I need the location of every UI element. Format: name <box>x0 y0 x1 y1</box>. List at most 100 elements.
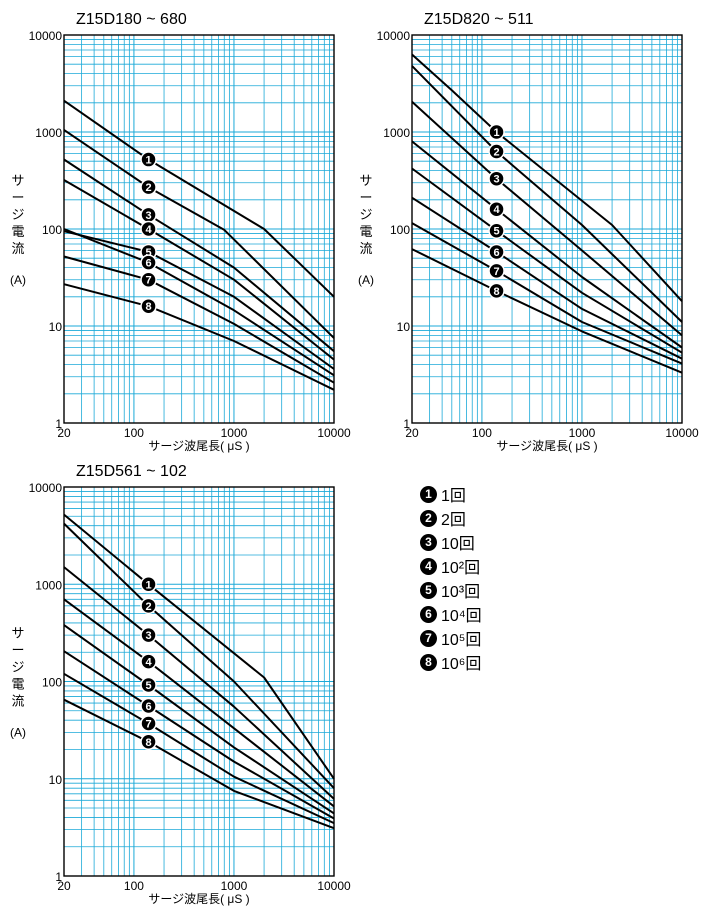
y-tick-label: 1 <box>55 417 62 431</box>
y-tick-label: 10 <box>397 320 411 334</box>
series-marker-circle <box>140 271 157 288</box>
series-marker-label: 6 <box>145 701 151 713</box>
series-line-5 <box>63 624 335 815</box>
legend-label: 10回 <box>441 536 475 553</box>
legend-item: 8 10⁶回 <box>420 650 482 674</box>
series-marker-circle <box>140 151 157 168</box>
series-marker-7: 7 <box>488 262 505 280</box>
series-marker-3: 3 <box>140 206 157 224</box>
series-marker-label: 2 <box>145 601 151 613</box>
series-line-3 <box>63 566 335 800</box>
legend-number: 7 <box>420 629 437 647</box>
series-marker-label: 5 <box>145 247 151 259</box>
y-axis-unit: (A) <box>358 273 374 287</box>
x-axis-label: サージ波尾長( μS ) <box>496 439 597 453</box>
y-axis-label-char: 流 <box>359 241 372 256</box>
grid <box>411 35 682 424</box>
series-line-8 <box>63 698 335 830</box>
legend: 1 1回 2 2回 3 10回 4 10²回 5 10³回 6 10⁴回 7 10⁵回 8 10… <box>420 482 482 674</box>
legend-number: 4 <box>420 557 437 575</box>
legend-item: 3 10回 <box>420 530 482 554</box>
y-axis-label-char: ー <box>11 190 24 205</box>
plot-frame <box>63 486 335 877</box>
series-marker-circle <box>488 123 505 141</box>
series-marker-circle <box>140 715 157 732</box>
series-marker-circle <box>140 676 157 694</box>
y-axis-label-char: ー <box>359 190 372 205</box>
series-line-8 <box>411 248 683 374</box>
series-marker-label: 4 <box>145 224 152 236</box>
series-line-4 <box>63 598 335 808</box>
series-line-3 <box>63 158 335 352</box>
legend-label: 10²回 <box>441 560 481 577</box>
series-marker-circle <box>140 626 157 644</box>
series-marker-1: 1 <box>140 576 157 593</box>
x-axis-label: サージ波尾長( μS ) <box>148 892 249 906</box>
plot-frame <box>411 34 683 424</box>
x-tick-label: 1000 <box>221 879 248 893</box>
series-line-8 <box>63 283 335 391</box>
series-marker-circle <box>140 733 157 751</box>
series-marker-4: 4 <box>140 220 157 238</box>
series-marker-circle <box>488 282 505 300</box>
legend-item: 2 2回 <box>420 506 482 530</box>
series-marker-label: 1 <box>493 127 499 139</box>
series-line-6 <box>63 228 335 377</box>
series-marker-label: 8 <box>145 737 151 749</box>
y-tick-label: 10 <box>49 320 63 334</box>
y-axis-unit: (A) <box>10 273 26 287</box>
y-tick-label: 10 <box>49 773 63 787</box>
series-marker-circle <box>140 254 157 271</box>
series-marker-circle <box>140 297 157 315</box>
series-marker-label: 4 <box>145 657 152 669</box>
series-marker-label: 7 <box>145 718 151 730</box>
series-line-2 <box>63 522 335 789</box>
legend-number: 5 <box>420 581 437 599</box>
series-marker-circle <box>488 200 505 218</box>
series-line-2 <box>411 65 683 323</box>
x-tick-label: 100 <box>124 426 144 440</box>
grid <box>63 35 334 424</box>
y-axis-label-char: 電 <box>359 224 372 239</box>
y-tick-label: 1 <box>403 417 410 431</box>
x-tick-label: 10000 <box>317 426 351 440</box>
series-marker-circle <box>488 243 505 261</box>
series-marker-4: 4 <box>140 653 157 670</box>
series-marker-2: 2 <box>488 143 505 160</box>
chart-title: Z15D561 ~ 102 <box>76 463 187 480</box>
series-line-3 <box>411 101 683 337</box>
x-tick-label: 1000 <box>221 426 248 440</box>
legend-number: 3 <box>420 533 437 551</box>
series-marker-7: 7 <box>140 715 157 732</box>
y-axis-label-char: サ <box>11 173 24 188</box>
series-marker-circle <box>140 653 157 670</box>
series-marker-5: 5 <box>488 222 505 239</box>
legend-label: 10⁶回 <box>441 656 482 673</box>
y-tick-label: 1000 <box>383 126 410 140</box>
y-axis-label-char: ジ <box>359 207 372 222</box>
y-tick-label: 10000 <box>29 481 63 495</box>
grid <box>63 487 334 877</box>
series-marker-label: 6 <box>145 258 151 270</box>
series-marker-7: 7 <box>140 271 157 288</box>
series-marker-6: 6 <box>488 243 505 261</box>
y-tick-label: 100 <box>42 223 62 237</box>
chart-title: Z15D820 ~ 511 <box>424 11 534 28</box>
series-marker-circle <box>140 220 157 238</box>
x-tick-label: 100 <box>124 879 144 893</box>
series-marker-1: 1 <box>140 151 157 168</box>
legend-number: 6 <box>420 605 437 623</box>
series-line-7 <box>63 672 335 825</box>
series-line-7 <box>63 255 335 384</box>
series-marker-label: 5 <box>493 226 499 238</box>
legend-label: 10⁴回 <box>441 608 482 625</box>
series-marker-label: 3 <box>145 630 151 642</box>
series-line-2 <box>63 129 335 339</box>
series-marker-6: 6 <box>140 254 157 271</box>
series-marker-8: 8 <box>140 733 157 751</box>
series-marker-label: 5 <box>145 680 151 692</box>
legend-item: 6 10⁴回 <box>420 602 482 626</box>
series-marker-circle <box>488 222 505 239</box>
